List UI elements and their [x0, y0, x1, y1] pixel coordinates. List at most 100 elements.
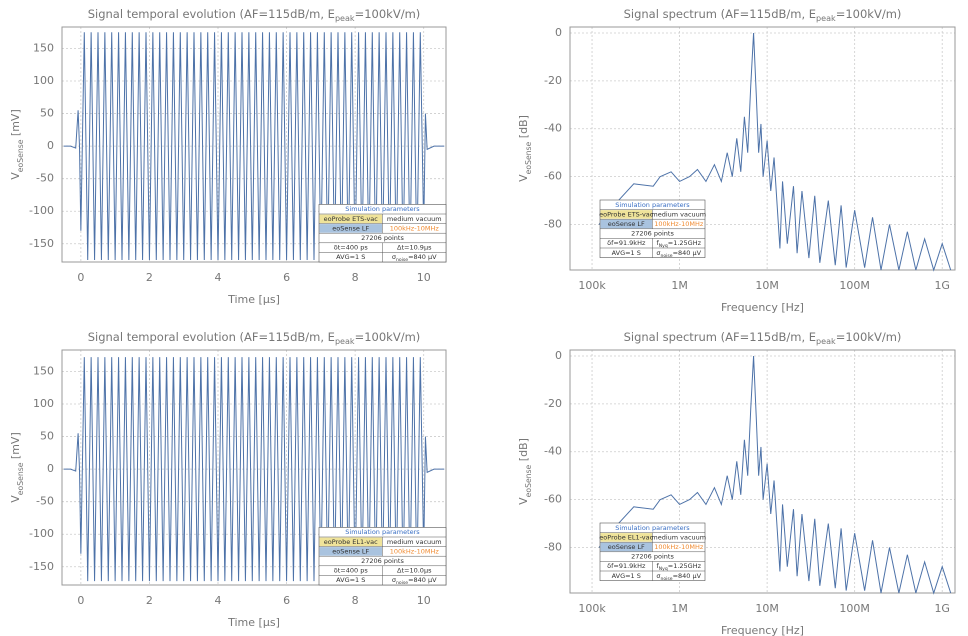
text-part: 100kHz-10MHz [654, 543, 704, 551]
x-tick-label: 1G [934, 602, 950, 615]
table-cell: eoProbe ETS-vac [599, 210, 654, 218]
x-tick-label: 10 [417, 594, 431, 607]
text-part: Signal temporal evolution (AF=115dB/m, E [88, 7, 335, 21]
text-part: δt=400 ps [334, 567, 369, 575]
parameters-table: Simulation parameters eoProbe EL1-vac medi… [318, 527, 447, 586]
x-axis-label: Time [µs] [227, 293, 280, 306]
text-part: eoSense LF [332, 224, 369, 232]
table-cell: 100kHz-10MHz [390, 224, 440, 232]
chart-title: Signal temporal evolution (AF=115dB/m, E… [88, 330, 421, 347]
table-title: Simulation parameters [615, 524, 690, 532]
x-tick-label: 100k [578, 602, 606, 615]
x-tick-label: 1G [934, 279, 950, 292]
subscript: noise [396, 257, 408, 263]
table-cell: 27206 points [631, 553, 674, 561]
text-part: medium vacuum [651, 210, 706, 218]
table-cell: 100kHz-10MHz [390, 547, 440, 555]
x-tick-label: 8 [352, 271, 359, 284]
text-part: medium vacuum [387, 215, 442, 223]
text-part: 100kHz-10MHz [390, 224, 440, 232]
plot-frame [569, 26, 956, 271]
x-tick-label: 10M [755, 602, 779, 615]
table-cell: fNyq=1.25GHz [656, 239, 701, 249]
text-part: V [517, 497, 530, 505]
subscript: peak [816, 337, 836, 346]
x-tick-label: 4 [215, 594, 222, 607]
text-part: eoSense LF [608, 543, 645, 551]
subscript: peak [335, 14, 355, 23]
y-tick-label: -100 [29, 204, 54, 217]
x-tick-label: 8 [352, 594, 359, 607]
cell-highlight [600, 542, 652, 552]
x-tick-label: 100M [839, 602, 870, 615]
y-tick-label: 150 [33, 41, 54, 54]
y-tick-label: -50 [36, 172, 54, 185]
table-cell: AVG=1 S [336, 253, 365, 261]
table-cell: eoSense LF [608, 220, 645, 228]
x-tick-label: 0 [77, 594, 84, 607]
text-part: eoProbe ETS-vac [324, 215, 379, 223]
text-part: f [656, 562, 659, 570]
y-tick-label: -20 [544, 397, 562, 410]
table-title: Simulation parameters [345, 528, 420, 536]
cell-highlight [600, 219, 652, 229]
y-tick-label: -150 [29, 560, 54, 573]
table-cell: medium vacuum [651, 533, 706, 541]
x-axis-label: Time [µs] [227, 616, 280, 629]
chart-panel: Signal spectrum (AF=115dB/m, Epeak=100kV… [517, 7, 956, 314]
y-tick-label: -80 [544, 218, 562, 231]
cell-highlight [319, 537, 382, 547]
text-part: Signal spectrum (AF=115dB/m, E [624, 7, 816, 21]
table-cell: Δt=10.9µs [397, 244, 432, 252]
table-cell: 100kHz-10MHz [654, 220, 704, 228]
subscript: Nyq [659, 566, 668, 572]
text-part: eoProbe EL1-vac [599, 533, 653, 541]
text-part: Signal temporal evolution (AF=115dB/m, E [88, 330, 335, 344]
subscript: Nyq [659, 243, 668, 249]
text-part: eoSense LF [332, 547, 369, 555]
y-axis-label: VeoSense [dB] [517, 115, 533, 182]
y-tick-label: -100 [29, 527, 54, 540]
plot-frame [569, 349, 956, 594]
chart-title: Signal spectrum (AF=115dB/m, Epeak=100kV… [624, 330, 902, 347]
y-tick-label: 50 [40, 430, 54, 443]
text-part: =100kV/m) [355, 7, 421, 21]
y-tick-label: 0 [47, 462, 54, 475]
text-part: AVG=1 S [336, 576, 365, 584]
y-axis-label: VeoSense [dB] [517, 438, 533, 505]
subscript: eoSense [16, 139, 25, 172]
text-part: δf=91.9kHz [607, 562, 646, 570]
y-axis-label: VeoSense [mV] [9, 432, 25, 503]
text-part: Δt=10.9µs [397, 244, 432, 252]
text-part: =100kV/m) [355, 330, 421, 344]
table-cell: σnoise=840 µV [656, 572, 701, 582]
subscript: eoSense [16, 462, 25, 495]
table-cell: δt=400 ps [334, 567, 369, 575]
y-tick-label: -40 [544, 445, 562, 458]
subscript: noise [661, 576, 673, 582]
text-part: =840 µV [673, 249, 702, 257]
cell-highlight [600, 210, 652, 219]
text-part: =840 µV [408, 576, 437, 584]
table-cell: δt=400 ps [334, 244, 369, 252]
chart-panel: Signal temporal evolution (AF=115dB/m, E… [9, 7, 447, 306]
table-cell: δf=91.9kHz [607, 239, 646, 247]
cell-highlight [319, 224, 382, 233]
x-tick-label: 1M [671, 279, 688, 292]
text-part: [dB] [517, 115, 530, 142]
chart-panel: Signal temporal evolution (AF=115dB/m, E… [9, 330, 447, 629]
text-part: =840 µV [408, 253, 437, 261]
y-tick-label: -80 [544, 541, 562, 554]
x-tick-label: 6 [283, 594, 290, 607]
plot-frame [61, 26, 447, 263]
text-part: eoSense LF [608, 220, 645, 228]
table-cell: AVG=1 S [336, 576, 365, 584]
table-cell: medium vacuum [651, 210, 706, 218]
text-part: medium vacuum [651, 533, 706, 541]
x-axis-label: Frequency [Hz] [721, 301, 804, 314]
table-cell: 27206 points [631, 230, 674, 238]
subscript: noise [661, 253, 673, 259]
y-tick-label: 100 [33, 397, 54, 410]
plot-frame [61, 349, 447, 586]
text-part: [mV] [9, 109, 22, 139]
